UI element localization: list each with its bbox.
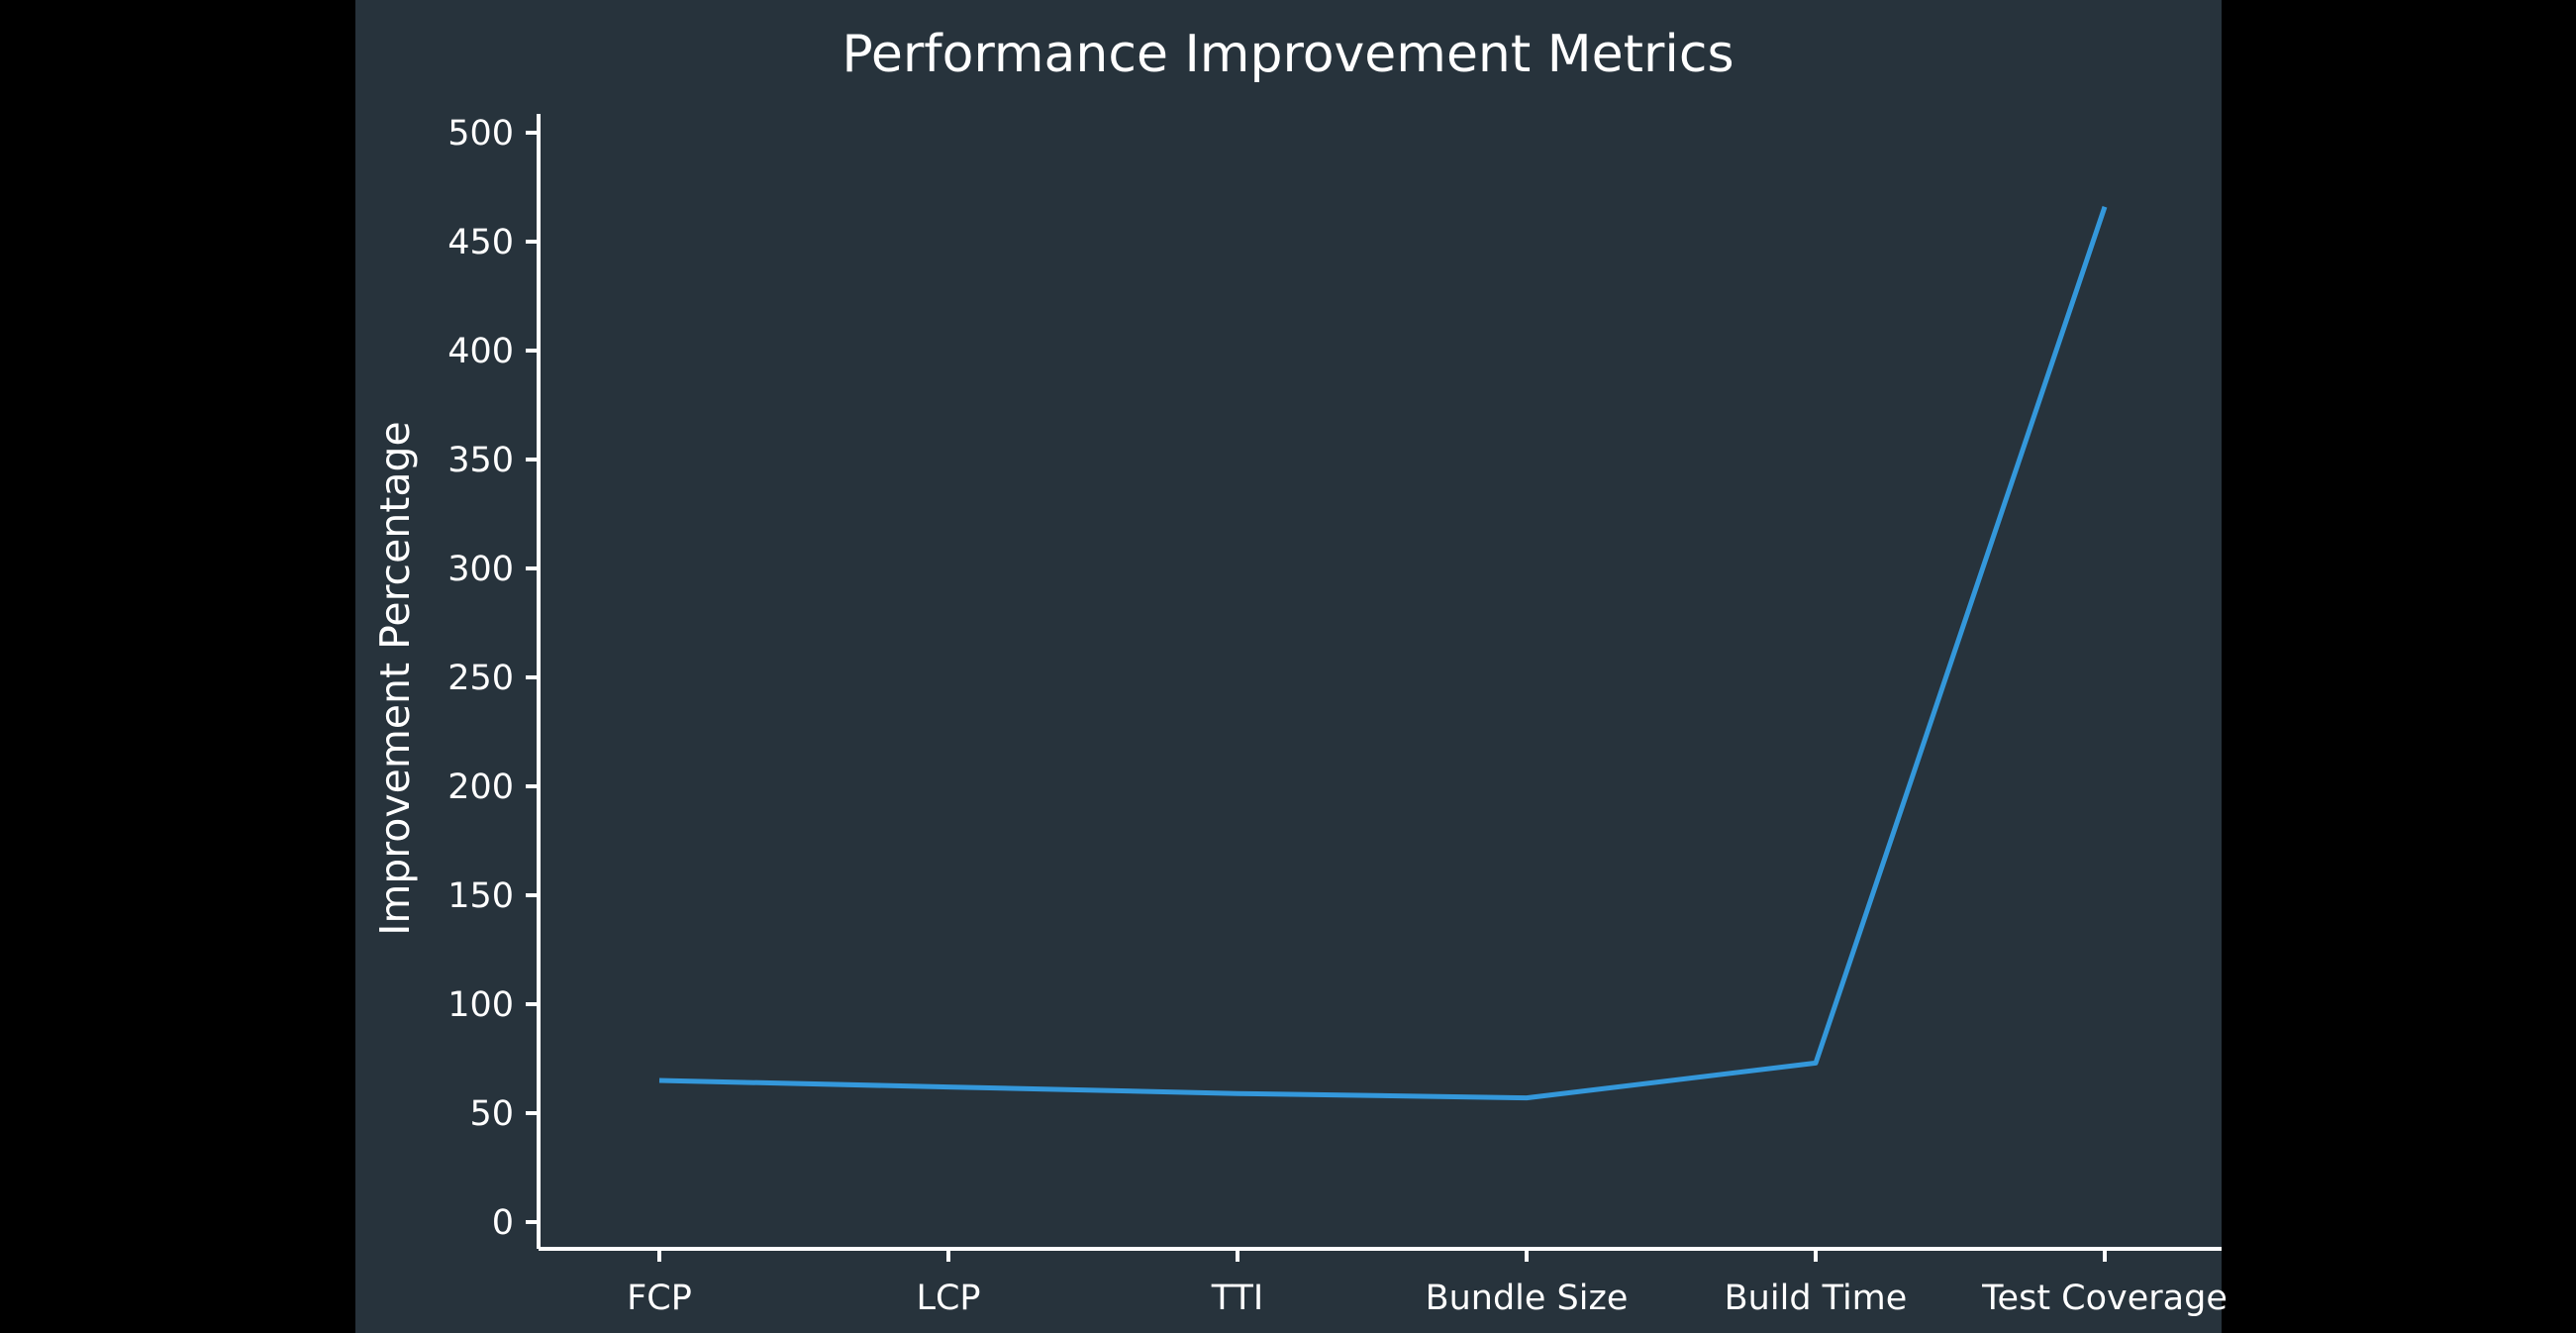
series-layer — [658, 206, 2108, 1101]
x-tick-label: FCP — [627, 1279, 692, 1318]
y-tick-label: 50 — [469, 1094, 514, 1134]
y-tick-label: 300 — [447, 550, 514, 589]
x-tick-label: Bundle Size — [1426, 1279, 1629, 1318]
y-tick-label: 400 — [447, 332, 514, 371]
x-tick-label: LCP — [916, 1279, 980, 1318]
chart-panel — [355, 0, 2222, 1333]
x-tick-label: TTI — [1211, 1279, 1263, 1318]
x-tick-label: Test Coverage — [1981, 1279, 2228, 1318]
x-ticks: FCP LCP TTI Bundle Size Build Time Test Cover… — [627, 1249, 2228, 1318]
y-tick-label: 150 — [447, 876, 514, 916]
y-tick-label: 200 — [447, 768, 514, 807]
y-axis-label: Improvement Percentage — [371, 421, 419, 936]
y-tick-label: 500 — [447, 114, 514, 154]
y-ticks: 0 50 100 150 200 250 300 350 400 450 500 — [447, 114, 539, 1243]
y-tick-label: 350 — [447, 441, 514, 480]
chart-title: Performance Improvement Metrics — [842, 25, 1734, 84]
y-tick-label: 0 — [492, 1203, 514, 1243]
x-tick-label: Build Time — [1725, 1279, 1908, 1318]
y-tick-label: 450 — [447, 223, 514, 262]
y-tick-label: 100 — [447, 985, 514, 1025]
y-tick-label: 250 — [447, 659, 514, 698]
series-line — [658, 206, 2108, 1101]
